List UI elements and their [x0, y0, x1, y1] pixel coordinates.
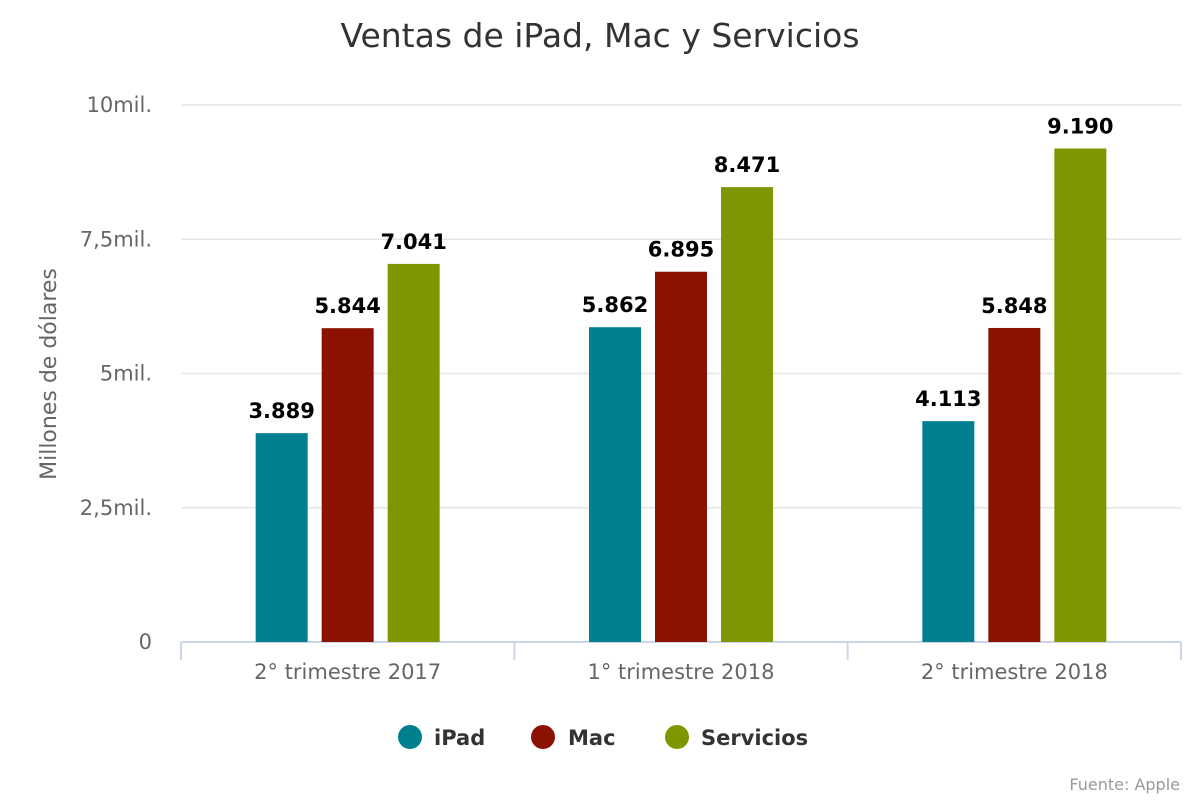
legend-label: iPad — [434, 726, 485, 750]
data-label: 4.113 — [915, 387, 981, 411]
bar-mac[interactable] — [321, 328, 374, 642]
bar-mac[interactable] — [655, 271, 707, 642]
x-tick-label: 2° trimestre 2017 — [254, 660, 441, 684]
legend-symbol — [665, 725, 689, 749]
data-label: 5.862 — [582, 293, 648, 317]
legend: iPad Mac Servicios — [398, 725, 808, 750]
legend-label: Mac — [568, 726, 616, 750]
x-axis: 2° trimestre 2017 1° trimestre 2018 2° tri… — [180, 641, 1182, 684]
data-label: 7.041 — [380, 230, 446, 254]
legend-symbol — [531, 725, 555, 749]
legend-symbol — [398, 725, 422, 749]
x-tick-label: 1° trimestre 2018 — [587, 660, 774, 684]
legend-item-servicios[interactable]: Servicios — [665, 725, 808, 750]
bar-ipad[interactable] — [255, 433, 308, 642]
bar-ipad[interactable] — [922, 421, 975, 642]
data-labels: 3.889 5.862 4.113 5.844 6.895 5.848 7.041 8.471… — [248, 114, 1113, 423]
data-label: 6.895 — [648, 238, 714, 262]
bar-servicios[interactable] — [721, 187, 773, 642]
y-tick-label: 7,5mil. — [80, 227, 152, 251]
data-label: 9.190 — [1047, 114, 1113, 138]
x-tick-label: 2° trimestre 2018 — [921, 660, 1108, 684]
y-tick-label: 0 — [139, 630, 152, 654]
legend-item-ipad[interactable]: iPad — [398, 725, 485, 750]
bar-mac[interactable] — [988, 327, 1041, 642]
legend-label: Servicios — [701, 726, 808, 750]
y-axis-title: Millones de dólares — [37, 268, 62, 480]
legend-item-mac[interactable]: Mac — [531, 725, 616, 750]
data-label: 3.889 — [248, 399, 314, 423]
y-axis-ticks: 0 2,5mil. 5mil. 7,5mil. 10mil. — [80, 93, 152, 654]
bar-ipad[interactable] — [589, 327, 641, 642]
bar-servicios[interactable] — [387, 263, 440, 642]
data-label: 5.848 — [981, 294, 1047, 318]
data-label: 8.471 — [714, 153, 780, 177]
source-credit: Fuente: Apple — [1069, 775, 1180, 794]
y-tick-label: 2,5mil. — [80, 496, 152, 520]
y-tick-label: 5mil. — [100, 362, 152, 386]
bar-servicios[interactable] — [1054, 148, 1107, 642]
y-tick-label: 10mil. — [86, 93, 152, 117]
chart-title: Ventas de iPad, Mac y Servicios — [340, 16, 859, 55]
data-label: 5.844 — [314, 294, 380, 318]
bars — [255, 148, 1107, 642]
